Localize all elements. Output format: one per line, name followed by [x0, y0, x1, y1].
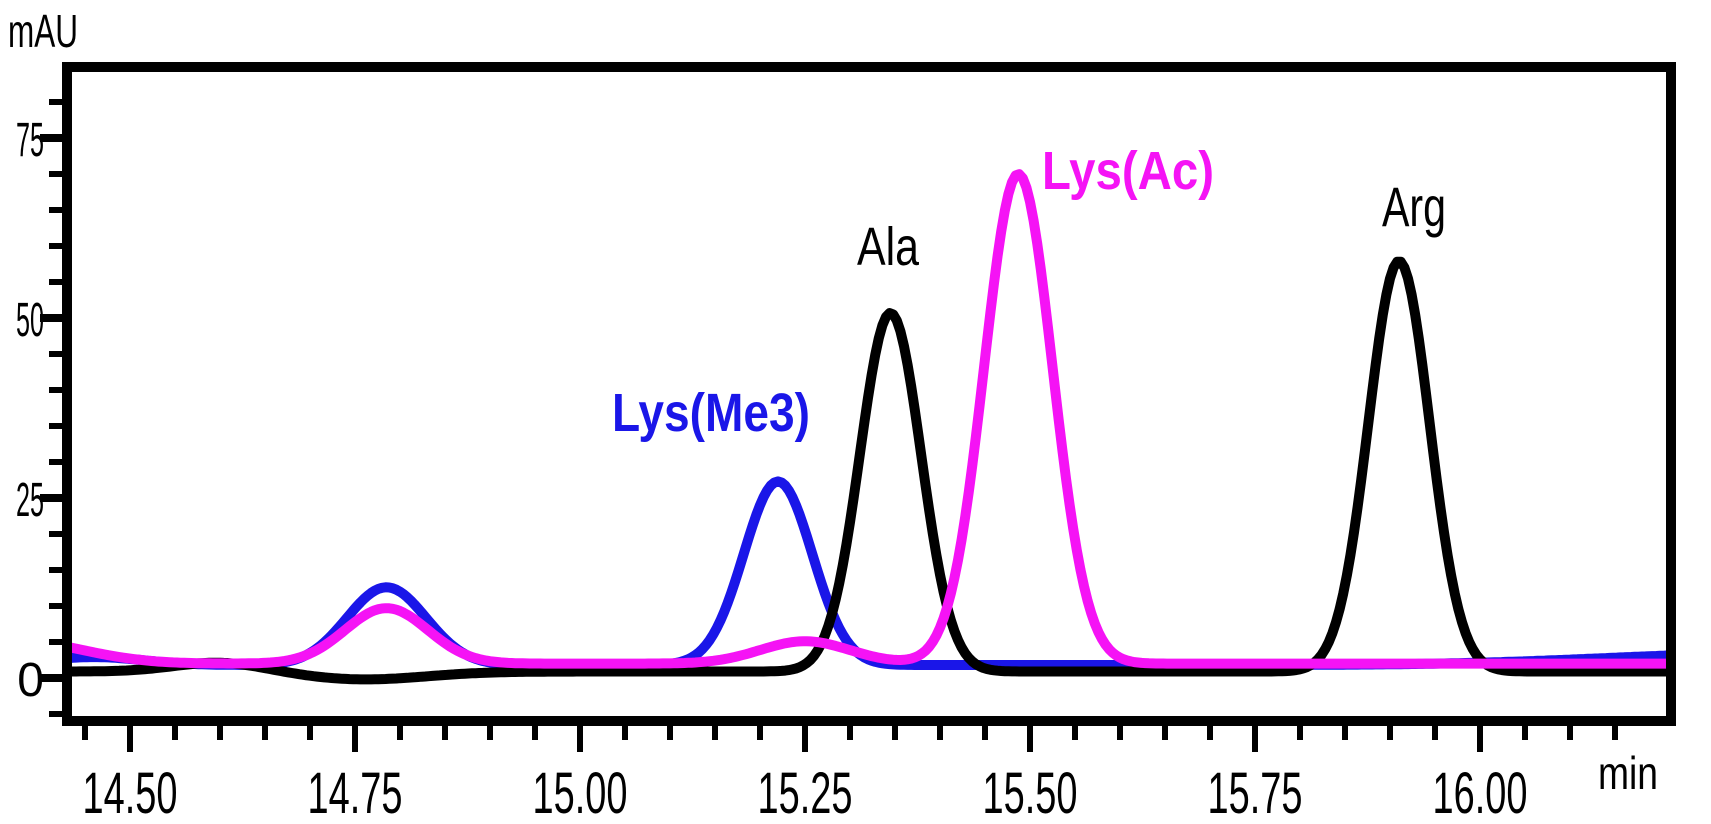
y-tick-label: 0	[17, 654, 44, 707]
x-tick-label: 15.25	[758, 761, 853, 824]
trace-black-ala-arg	[72, 256, 1666, 685]
label-arg: Arg	[1382, 175, 1446, 238]
y-tick-label: 75	[16, 114, 44, 167]
y-unit-label: mAU	[8, 5, 78, 57]
y-tick-label: 25	[16, 474, 44, 527]
x-tick-label: 15.00	[533, 761, 628, 824]
plot-border	[62, 62, 1676, 726]
x-tick-label: 14.50	[83, 761, 178, 824]
label-lys-ac: Lys(Ac)	[1042, 141, 1214, 201]
trace-lys-ac	[72, 169, 1666, 669]
label-ala: Ala	[857, 217, 920, 277]
x-tick-label: 16.00	[1433, 761, 1528, 824]
x-unit-label: min	[1598, 747, 1658, 799]
axis-ticks	[40, 99, 1618, 752]
y-tick-label: 50	[16, 294, 44, 347]
label-lys-me3: Lys(Me3)	[612, 383, 810, 443]
trace-group	[72, 169, 1666, 685]
x-tick-label: 15.50	[983, 761, 1078, 824]
x-tick-label: 14.75	[308, 761, 403, 824]
axis-tick-labels: 14.50 14.75 15.00 15.25 15.50 15.75 16.00 0 25 50…	[16, 114, 1528, 824]
x-tick-label: 15.75	[1208, 761, 1303, 824]
